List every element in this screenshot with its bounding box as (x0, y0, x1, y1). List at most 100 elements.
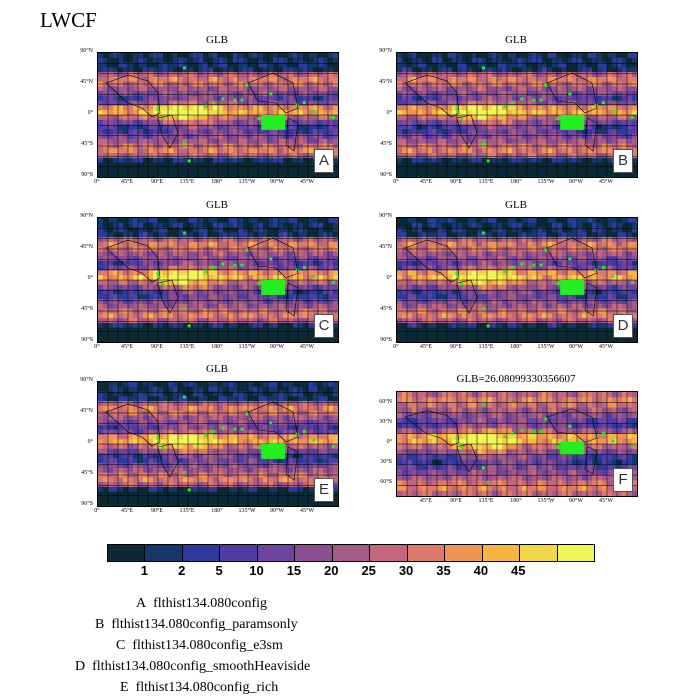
field-cell (113, 332, 119, 338)
field-cell (113, 134, 119, 140)
field-cell (517, 86, 523, 92)
field-cell (597, 100, 603, 106)
field-cell (567, 76, 573, 83)
field-cell (542, 53, 548, 59)
field-cell (253, 280, 259, 286)
field-cell (228, 100, 234, 106)
field-cell (168, 227, 174, 233)
field-cell (228, 241, 234, 248)
field-cell (617, 251, 623, 257)
field-cell (537, 172, 543, 177)
field-cell (268, 172, 274, 177)
field-cell (397, 153, 403, 159)
field-cell (193, 227, 199, 233)
field-cell (148, 275, 154, 281)
field-cell (622, 57, 628, 63)
field-cell (427, 251, 433, 257)
field-cell (333, 294, 338, 300)
field-cell (188, 129, 194, 135)
field-cell (427, 280, 433, 286)
field-cell (298, 153, 304, 159)
field-cell (622, 76, 628, 83)
field-cell (442, 299, 448, 305)
field-cell (273, 148, 279, 154)
field-cell (108, 237, 114, 243)
field-cell (153, 289, 159, 295)
field-cell (193, 119, 199, 125)
field-cell (188, 95, 194, 102)
field-cell (507, 222, 513, 228)
field-cell (153, 86, 159, 92)
field-cell (472, 275, 478, 281)
field-cell (467, 280, 473, 286)
field-cell (173, 222, 179, 228)
field-cell (547, 72, 553, 78)
field-cell (562, 129, 568, 135)
field-cell (557, 284, 563, 290)
field-cell (512, 76, 518, 83)
field-cell (208, 115, 214, 121)
field-cell (537, 62, 543, 68)
field-cell (333, 275, 338, 281)
field-cell (452, 270, 458, 276)
field-cell (263, 100, 269, 106)
field-cell (592, 119, 598, 125)
field-cell (303, 148, 309, 154)
field-cell (243, 332, 249, 338)
field-cell (228, 162, 234, 168)
field-cell (333, 138, 338, 145)
field-cell (602, 57, 608, 63)
field-cell (253, 251, 259, 257)
field-cell (457, 289, 463, 295)
field-cell (248, 57, 254, 63)
field-cell (487, 162, 493, 168)
field-cell (133, 218, 139, 224)
field-cell (437, 318, 443, 324)
field-cell (98, 134, 104, 140)
field-cell (213, 134, 219, 140)
field-cell (447, 241, 453, 248)
field-cell (502, 119, 508, 125)
field-cell (417, 227, 423, 233)
field-cell (263, 227, 269, 233)
field-cell (113, 322, 119, 329)
field-cell (532, 289, 538, 295)
field-cell (168, 294, 174, 300)
field-cell (552, 232, 558, 238)
field-cell (412, 232, 418, 238)
field-cell (278, 53, 284, 59)
field-cell (233, 337, 239, 342)
field-cell (133, 53, 139, 59)
field-cell (547, 115, 553, 121)
lat-tick-label: 0° (87, 275, 93, 281)
field-cell (258, 332, 264, 338)
field-cell (273, 157, 279, 164)
field-cell (128, 327, 134, 333)
field-cell (243, 110, 249, 116)
field-cell (303, 313, 309, 319)
field-cell (163, 86, 169, 92)
field-cell (143, 67, 149, 73)
field-cell (507, 275, 513, 281)
field-cell (567, 222, 573, 228)
field-cell (587, 251, 593, 257)
field-cell (522, 57, 528, 63)
field-cell (158, 237, 164, 243)
field-cell (263, 270, 269, 276)
field-cell (537, 303, 543, 310)
field-cell (328, 53, 334, 59)
field-cell (412, 270, 418, 276)
field-cell (118, 86, 124, 92)
field-cell (153, 157, 159, 164)
field-cell (412, 313, 418, 319)
station-marker (269, 92, 273, 96)
field-cell (308, 100, 314, 106)
field-cell (163, 157, 169, 164)
field-cell (622, 218, 628, 224)
field-cell (492, 318, 498, 324)
field-cell (208, 67, 214, 73)
field-cell (263, 222, 269, 228)
field-cell (577, 53, 583, 59)
field-cell (422, 134, 428, 140)
field-cell (517, 95, 523, 102)
